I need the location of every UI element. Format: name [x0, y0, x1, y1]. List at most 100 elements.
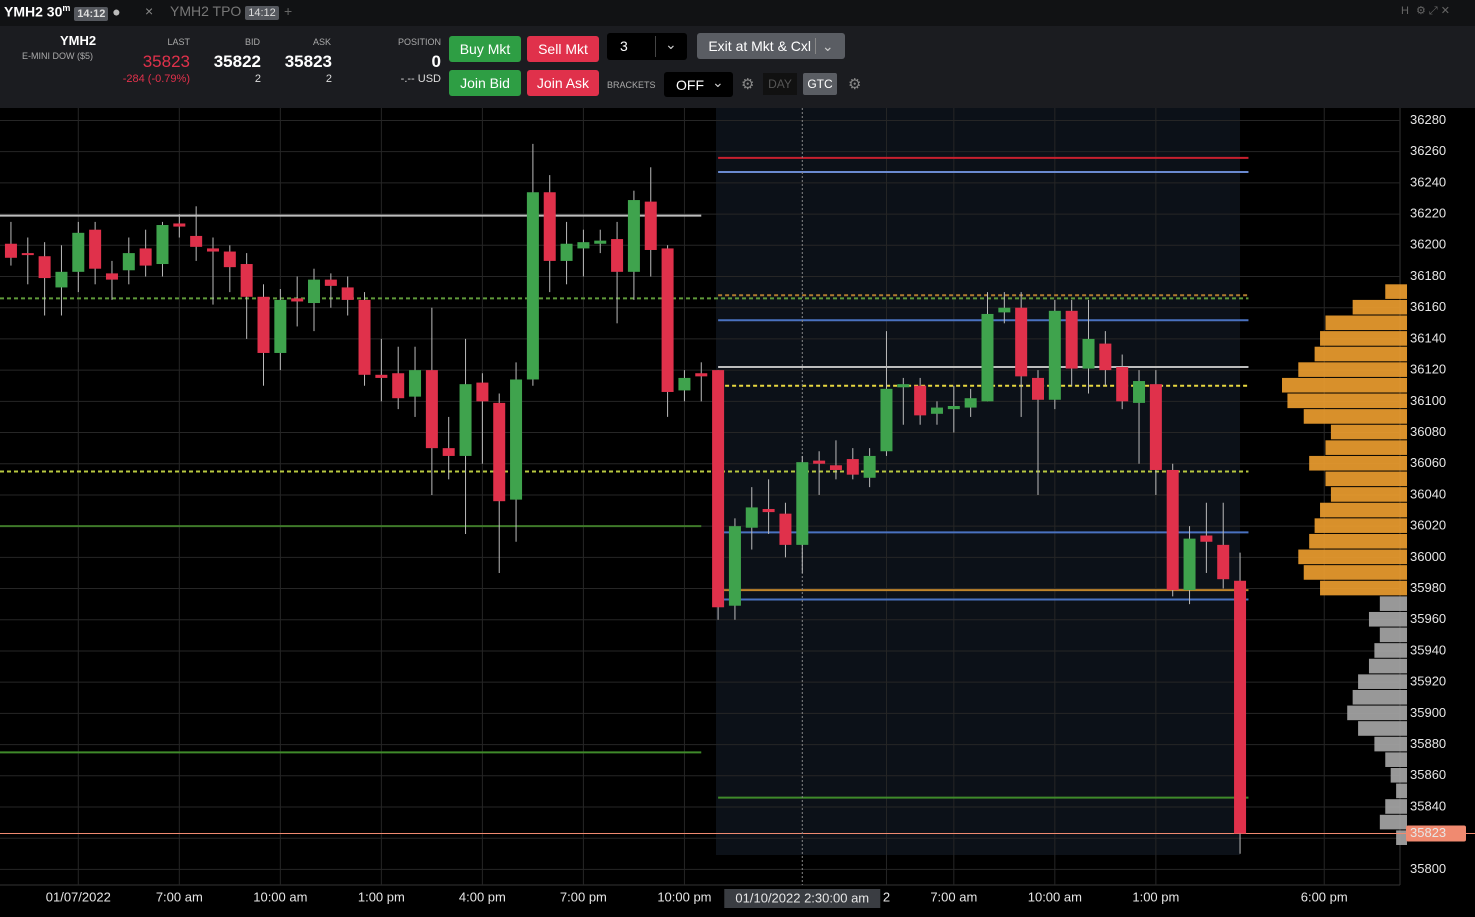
candle-body	[560, 243, 573, 261]
candle-body	[476, 382, 489, 402]
candle-body	[21, 253, 34, 256]
candle-body	[1116, 367, 1129, 402]
position-label: POSITION	[397, 37, 441, 47]
volume-profile-bar	[1325, 471, 1407, 487]
volume-profile-bar	[1320, 580, 1407, 596]
session-shade	[716, 108, 1240, 855]
volume-profile-bar	[1379, 627, 1407, 643]
candle-body	[173, 223, 186, 227]
candle-body	[880, 388, 893, 452]
candle-body	[1048, 310, 1061, 400]
x-tick-label: 01/07/2022	[46, 889, 111, 904]
candle-body	[1099, 343, 1112, 371]
volume-profile-bar	[1320, 331, 1407, 346]
header: YMH2 E-MINI DOW ($5) LAST 35823 -284 (-0…	[0, 26, 1475, 108]
y-tick-label: 36000	[1410, 549, 1446, 564]
candle-body	[577, 242, 590, 249]
volume-profile-bar	[1352, 299, 1407, 315]
last-label: LAST	[167, 37, 190, 47]
candle-body	[627, 200, 640, 272]
volume-profile-bar	[1358, 721, 1407, 736]
volume-profile-bar	[1330, 487, 1407, 502]
candle-body	[223, 251, 236, 268]
y-tick-label: 35940	[1410, 642, 1446, 657]
tab-active[interactable]: YMH2 30m 14:12 ●	[4, 3, 121, 21]
join-ask[interactable]: Join Ask	[527, 70, 599, 96]
ask: 35823	[284, 52, 332, 71]
candle-body	[139, 248, 152, 266]
candle-body	[89, 229, 102, 269]
pnl: -.-- USD	[400, 73, 441, 85]
tab-close[interactable]: ×	[145, 3, 154, 19]
candle-body	[543, 192, 556, 261]
volume-profile-bar	[1314, 346, 1407, 362]
candle-body	[611, 239, 624, 272]
candle-body	[1065, 310, 1078, 369]
tab[interactable]: YMH2 TPO 14:12	[170, 3, 279, 20]
buy-mkt[interactable]: Buy Mkt	[449, 36, 521, 62]
quantity: 3	[620, 38, 628, 54]
candle-body	[863, 455, 876, 478]
candle-body	[594, 240, 607, 244]
candle-body	[493, 402, 506, 502]
gear[interactable]: ⚙	[848, 76, 862, 93]
tab-add[interactable]: +	[284, 3, 293, 19]
volume-profile-bar	[1390, 767, 1407, 783]
candle-body	[510, 379, 523, 500]
candle-body	[274, 299, 287, 353]
toolbar-icons[interactable]: ⚙ ⤢ ✕	[1416, 5, 1450, 17]
brackets-select[interactable]: OFF ⌄	[664, 72, 733, 97]
gear[interactable]: ⚙	[741, 76, 755, 93]
brackets-label: BRACKETS	[607, 80, 656, 90]
candle-body	[796, 462, 809, 545]
candle-body	[459, 384, 472, 456]
join-bid[interactable]: Join Bid	[449, 70, 521, 96]
x-tick-label: 7:00 am	[930, 889, 977, 904]
exit-btn[interactable]: Exit at Mkt & Cxl ⌄	[697, 33, 845, 59]
volume-profile-bar	[1320, 502, 1407, 518]
candle-body	[964, 398, 977, 408]
volume-profile-bar	[1303, 565, 1407, 580]
y-tick-label: 35960	[1410, 611, 1446, 626]
volume-profile-bar	[1287, 393, 1407, 409]
volume-profile-bar	[1379, 596, 1407, 611]
volume-profile-bar	[1298, 362, 1407, 377]
candle-body	[1015, 307, 1028, 377]
last-price-label: 35823	[1410, 825, 1446, 840]
x-tick-label: 6:00 pm	[1301, 889, 1348, 904]
toolbar[interactable]: H	[1401, 5, 1409, 17]
symbol: YMH2	[60, 33, 97, 48]
volume-profile-bar	[1309, 455, 1407, 471]
candle-body	[644, 201, 657, 250]
y-tick-label: 35800	[1410, 861, 1446, 876]
description: E-MINI DOW ($5)	[22, 51, 93, 61]
candle-body	[526, 192, 539, 380]
tif-gtc[interactable]: GTC	[803, 73, 837, 95]
ask-size: 2	[325, 73, 332, 85]
change: -284 (-0.79%)	[122, 73, 190, 85]
candle-body	[1082, 338, 1095, 369]
chevron: ⌄	[655, 36, 677, 57]
x-tick-label: 7:00 am	[156, 889, 203, 904]
candle-body	[745, 507, 758, 528]
candle-body	[712, 370, 725, 608]
volume-profile-bar	[1330, 424, 1407, 440]
candle-body	[341, 287, 354, 300]
candle-body	[122, 253, 135, 271]
tab-title: YMH2 TPO	[170, 3, 242, 19]
candle-body	[1149, 384, 1162, 470]
y-tick-label: 35900	[1410, 705, 1446, 720]
candle-body	[947, 406, 960, 410]
quantity-box[interactable]: 3 ⌄	[607, 33, 687, 60]
candle-body	[1032, 377, 1045, 400]
candle-body	[358, 299, 371, 375]
volume-profile-bar	[1368, 658, 1407, 674]
candle-body	[190, 235, 203, 247]
volume-profile-bar	[1309, 533, 1407, 549]
tif-day[interactable]: DAY	[763, 73, 797, 95]
sell-mkt[interactable]: Sell Mkt	[527, 36, 599, 62]
y-tick-label: 36020	[1410, 518, 1446, 533]
candle-body	[661, 248, 674, 392]
candle-body	[425, 370, 438, 449]
candle-body	[981, 313, 994, 402]
